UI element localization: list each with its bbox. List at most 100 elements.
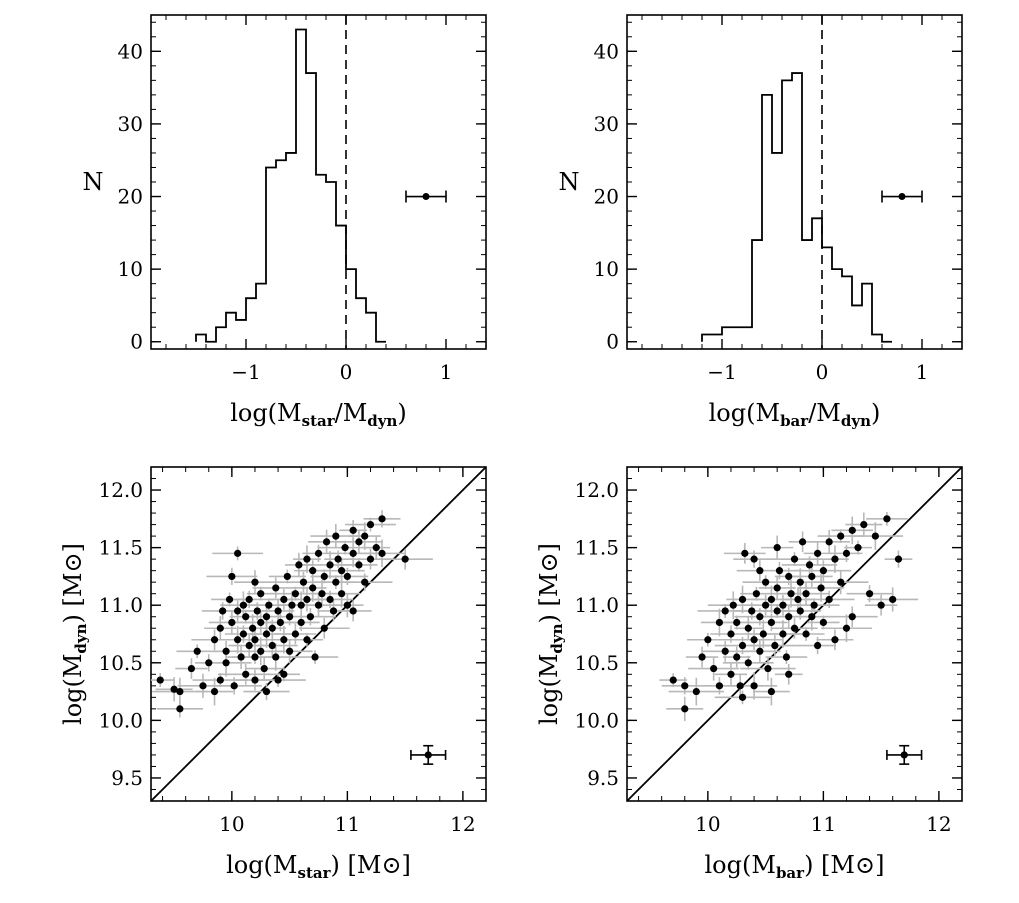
data-point <box>810 601 818 609</box>
data-point <box>322 538 331 546</box>
x-tick-label: 10 <box>219 812 244 836</box>
y-tick-label: 10.0 <box>98 708 143 732</box>
data-point <box>756 647 764 655</box>
data-point <box>314 601 323 609</box>
data-point <box>297 618 305 627</box>
x-tick-label: −1 <box>231 360 260 384</box>
data-point <box>715 682 724 690</box>
y-tick-label: 9.5 <box>587 766 619 790</box>
data-point <box>303 555 311 563</box>
data-point <box>245 595 253 604</box>
data-point <box>738 641 747 650</box>
data-point <box>750 682 758 690</box>
data-point <box>837 578 845 586</box>
data-point <box>280 595 288 604</box>
data-point <box>750 636 758 644</box>
y-tick-label: 0 <box>130 330 143 354</box>
data-point <box>234 636 242 644</box>
x-axis-label: log(Mstar/Mdyn) <box>230 399 407 430</box>
data-point <box>295 561 303 569</box>
data-point <box>262 613 271 621</box>
x-label-subscript: star <box>298 864 332 882</box>
x-label-solar-unit: ⊙] <box>381 851 410 879</box>
data-point <box>773 584 781 592</box>
data-point <box>274 607 282 615</box>
data-point <box>245 641 253 650</box>
data-point <box>237 653 245 661</box>
data-point <box>176 687 184 696</box>
histogram-steps <box>701 72 892 343</box>
x-tick-label: −1 <box>707 360 736 384</box>
data-point <box>314 549 323 557</box>
data-point <box>355 561 363 569</box>
data-point <box>750 555 758 563</box>
data-point <box>837 532 845 540</box>
x-label-subscript: dyn <box>841 412 871 430</box>
data-point <box>744 659 752 667</box>
x-label-part: ) [M <box>331 851 382 879</box>
y-tick-label: 11.0 <box>574 593 619 617</box>
plot-frame <box>626 14 963 350</box>
data-point <box>889 595 897 604</box>
data-point <box>825 538 833 546</box>
y-tick-label: 10.5 <box>574 651 619 675</box>
x-tick-label: 11 <box>811 812 836 836</box>
y-label-part: log(M <box>59 654 87 725</box>
x-label-solar-unit: ⊙] <box>855 851 884 879</box>
one-to-one-line <box>151 467 486 801</box>
data-point <box>216 676 224 684</box>
data-point <box>326 595 334 604</box>
data-point <box>306 613 315 621</box>
y-label-subscript: dyn <box>72 623 90 653</box>
data-point <box>257 618 265 627</box>
data-point <box>752 590 760 598</box>
data-point <box>733 618 741 627</box>
data-point <box>343 601 351 609</box>
x-label-part: log(M <box>705 851 776 879</box>
data-point <box>727 670 735 678</box>
data-point <box>785 613 793 621</box>
data-point <box>790 555 799 563</box>
y-tick-label: 0 <box>606 330 619 354</box>
data-point <box>669 676 677 684</box>
data-point <box>796 578 804 586</box>
error-bar-point <box>898 193 906 201</box>
data-point <box>280 636 288 644</box>
data-point <box>825 595 833 604</box>
data-point <box>775 567 784 575</box>
data-point <box>698 653 706 661</box>
data-point <box>802 630 810 638</box>
data-point <box>814 641 822 650</box>
data-point <box>848 613 856 621</box>
data-point <box>193 647 201 655</box>
data-point <box>779 630 787 638</box>
y-tick-label: 11.5 <box>98 536 143 560</box>
x-label-subscript: dyn <box>367 412 397 430</box>
data-point <box>272 584 280 592</box>
y-tick-label: 10.5 <box>98 651 143 675</box>
data-point <box>299 578 308 586</box>
data-point <box>361 532 369 540</box>
plot-frame <box>150 466 487 802</box>
x-axis-label: log(Mbar) [M⊙] <box>705 851 885 882</box>
y-label-part: log(M <box>535 654 563 725</box>
x-label-part: ) <box>871 399 880 427</box>
x-tick-label: 12 <box>926 812 951 836</box>
sample-error-point <box>900 751 908 759</box>
plot-area <box>151 467 486 801</box>
y-axis-label: N <box>83 168 104 196</box>
y-tick-label: 10.0 <box>574 708 619 732</box>
data-point <box>318 590 326 598</box>
data-point <box>805 561 814 569</box>
y-tick-label: 11.5 <box>574 536 619 560</box>
data-point <box>814 549 822 557</box>
x-label-part: ) [M <box>804 851 855 879</box>
data-point <box>187 664 196 673</box>
data-point <box>372 544 380 552</box>
data-point <box>262 687 271 696</box>
data-point <box>260 664 268 673</box>
data-point <box>253 607 261 615</box>
data-point <box>286 613 294 621</box>
y-axis-label: log(Mdyn) [M⊙] <box>59 543 90 725</box>
